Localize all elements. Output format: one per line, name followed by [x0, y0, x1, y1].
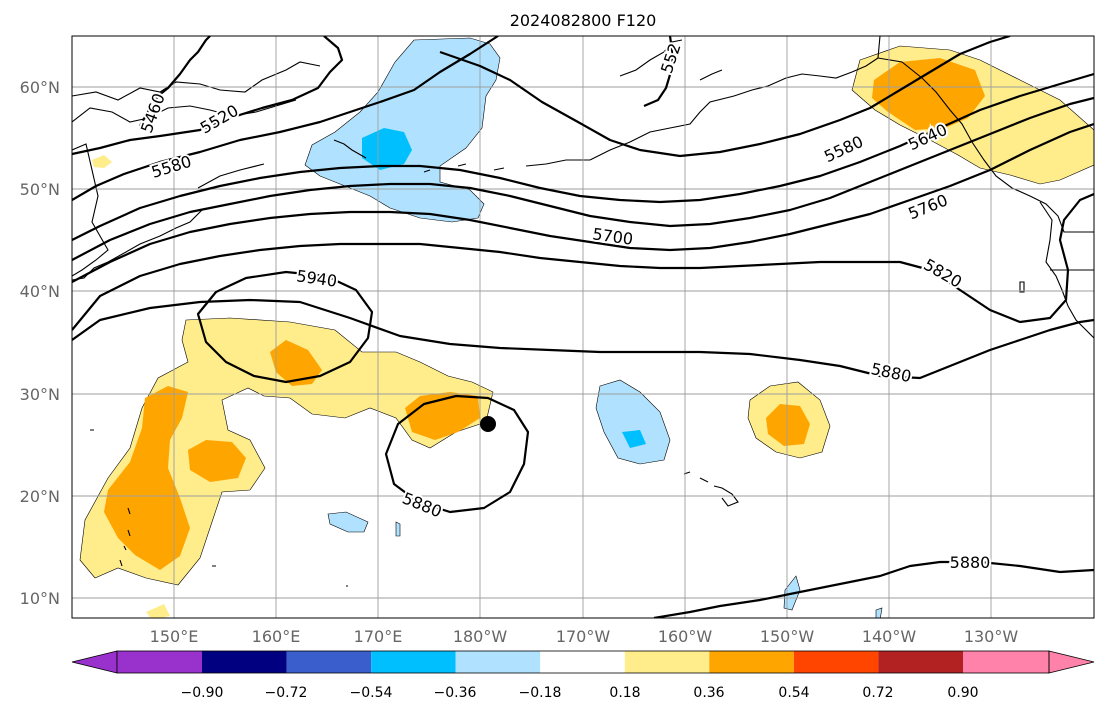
- contour-labels: 5460 5520 5580 5580 5640 5700 5760 5820 …: [135, 39, 992, 574]
- lon-label: 150°E: [150, 627, 199, 646]
- contour-5580: [72, 36, 499, 201]
- colorbar-segment: [117, 651, 202, 673]
- colorbar-segment: [371, 651, 456, 673]
- colorbar-tick-label: −0.36: [434, 685, 477, 701]
- colorbar-tick-label: −0.54: [350, 685, 393, 701]
- colorbar: [71, 650, 1095, 674]
- negative-anomaly-small-3: [875, 607, 883, 618]
- lon-label: 170°W: [556, 627, 611, 646]
- lat-label: 20°N: [20, 487, 60, 506]
- orange-core-east: [766, 404, 810, 446]
- height-contours: [72, 36, 1094, 618]
- contour-5580-east: [439, 36, 1011, 158]
- colorbar-tick-labels: −0.90 −0.72 −0.54 −0.36 −0.18 0.18 0.36 …: [181, 685, 979, 701]
- map-frame: [71, 35, 1095, 619]
- orange-core-4: [104, 386, 190, 570]
- colorbar-extend-min: [71, 650, 118, 674]
- contour-5880-south: [653, 560, 1094, 618]
- contour-5880: [72, 298, 1094, 380]
- positive-anomaly-small-left: [92, 155, 112, 168]
- lon-label: 160°E: [252, 627, 301, 646]
- colorbar-segment: [709, 651, 794, 673]
- lat-label: 30°N: [20, 385, 60, 404]
- positive-anomaly-gulf-alaska: [851, 45, 1094, 185]
- latitude-labels: 60°N 50°N 40°N 30°N 20°N 10°N: [20, 78, 60, 608]
- negative-anomaly-north-pacific: [304, 37, 501, 223]
- orange-core-1: [270, 340, 322, 386]
- negative-anomaly-central-core: [622, 430, 646, 448]
- contour-552-east: [643, 36, 674, 108]
- colorbar-segment: [540, 651, 625, 673]
- contour-5460: [139, 36, 211, 127]
- contour-5700: [72, 96, 1094, 261]
- contour-label: 5460: [137, 91, 169, 136]
- contour-label: 5880: [400, 488, 445, 521]
- lon-label: 130°W: [964, 627, 1019, 646]
- contour-label: 552: [657, 41, 685, 76]
- contour-label: 5700: [591, 224, 634, 248]
- contour-5940-loop: [196, 270, 374, 384]
- colorbar-segment: [963, 651, 1049, 673]
- contour-label: 5940: [295, 266, 338, 290]
- contour-label: 5520: [197, 101, 242, 138]
- colorbar-outline: [116, 650, 1050, 674]
- longitude-labels: 150°E 160°E 170°E 180°W 170°W 160°W 150°…: [150, 627, 1019, 646]
- colorbar-tick-label: 0.72: [862, 685, 893, 701]
- colorbar-tick-label: 0.36: [693, 685, 724, 701]
- lon-label: 150°W: [760, 627, 815, 646]
- contour-label: 5760: [906, 190, 951, 223]
- map-title: 2024082800 F120: [510, 11, 657, 30]
- lat-label: 40°N: [20, 282, 60, 301]
- lon-label: 160°W: [658, 627, 713, 646]
- colorbar-segment: [455, 651, 541, 673]
- colorbar-segment: [878, 651, 963, 673]
- contour-label: 5820: [920, 255, 965, 292]
- colorbar-tick-label: −0.18: [519, 685, 562, 701]
- lat-label: 60°N: [20, 78, 60, 97]
- lat-label: 10°N: [20, 589, 60, 608]
- contour-label: 5580: [149, 152, 193, 182]
- colorbar-tick-label: 0.54: [778, 685, 809, 701]
- colorbar-extend-max: [1048, 650, 1095, 674]
- colorbar-tick-label: 0.18: [609, 685, 640, 701]
- colorbar-tick-label: 0.90: [947, 685, 978, 701]
- negative-anomaly-small-4: [395, 521, 401, 537]
- positive-anomaly-bottom-left: [146, 604, 170, 618]
- contour-label: 5880: [869, 359, 913, 386]
- colorbar-segment: [793, 651, 879, 673]
- negative-anomaly-central: [595, 379, 671, 465]
- contour-5880-loop: [384, 394, 530, 514]
- storm-center-marker: [480, 416, 496, 432]
- contour-5820: [72, 192, 1094, 331]
- colorbar-segment: [202, 651, 287, 673]
- colorbar-segment: [624, 651, 710, 673]
- map-area: 5460 5520 5580 5580 5640 5700 5760 5820 …: [72, 36, 1094, 618]
- colorbar-tick-label: −0.90: [181, 685, 224, 701]
- lon-label: 140°W: [862, 627, 917, 646]
- orange-core-3: [188, 440, 246, 482]
- colorbar-segment: [286, 651, 372, 673]
- contour-5640: [72, 72, 1094, 241]
- negative-anomaly-small-1: [327, 511, 369, 533]
- lat-label: 50°N: [20, 180, 60, 199]
- lon-label: 170°E: [354, 627, 403, 646]
- contour-5520: [72, 36, 344, 156]
- orange-core-gulf-alaska: [872, 58, 985, 130]
- contour-5760: [72, 122, 1094, 283]
- colorbar-tick-label: −0.72: [265, 685, 308, 701]
- lon-label: 180°W: [453, 627, 508, 646]
- negative-anomaly-core: [362, 128, 412, 170]
- contour-label: 5880: [950, 553, 991, 572]
